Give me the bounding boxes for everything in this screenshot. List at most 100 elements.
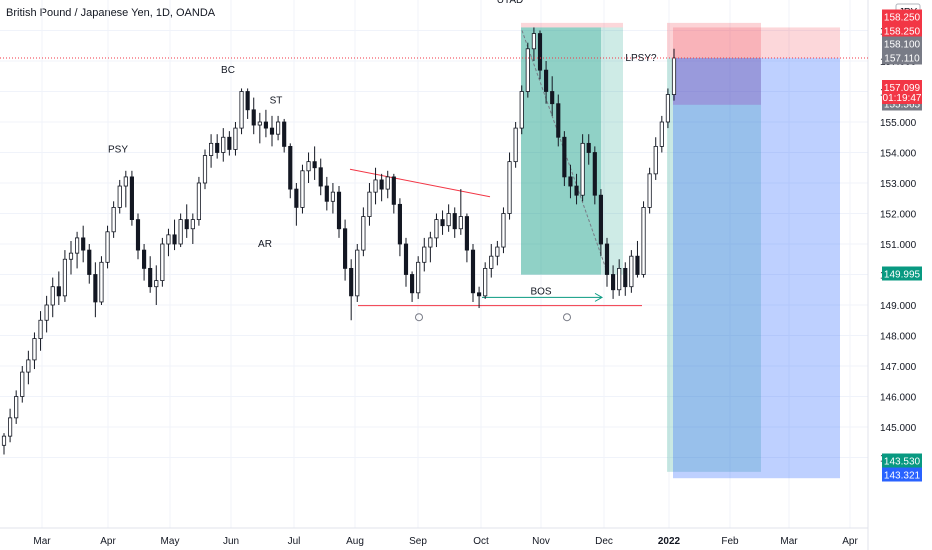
candle-body (312, 161, 317, 169)
annotations: PSY BC ST AR UTAD LPSY? BOS (108, 0, 657, 297)
candle-body (349, 267, 354, 297)
candle-body (135, 219, 141, 251)
candle-body (385, 176, 390, 190)
candle-body (251, 109, 256, 126)
candle-body (343, 228, 348, 269)
candle-body (525, 48, 530, 92)
candle-body (537, 33, 543, 71)
candle-body (154, 280, 159, 288)
grid (0, 0, 869, 550)
target-zone-left (667, 57, 761, 472)
candle-body (550, 91, 555, 105)
candle-body (44, 304, 49, 321)
candle-body (452, 213, 457, 230)
candle-body (129, 176, 134, 220)
current-price-label: 157.099 (884, 83, 921, 94)
candle-body (276, 121, 281, 135)
price-tag-label: 157.110 (884, 54, 920, 65)
annotation-label: BC (221, 65, 235, 76)
candle-body (166, 234, 171, 245)
annotation-label: LPSY? (625, 53, 657, 64)
candle-body (245, 91, 250, 111)
candle-body (562, 136, 567, 178)
candle-body (477, 292, 482, 297)
candle-body (617, 267, 622, 291)
y-tick-label: 147.000 (880, 362, 917, 373)
candle-body (367, 191, 372, 217)
candle-body (196, 182, 201, 220)
annotation-label: BOS (530, 286, 551, 297)
candle-body (227, 136, 232, 150)
candle-body (336, 191, 342, 230)
candle-body (671, 57, 677, 95)
price-tag (882, 23, 922, 38)
candle-body (300, 170, 305, 208)
candle-body (470, 249, 476, 294)
current-price-tag (882, 80, 922, 104)
x-tick-label: Jun (223, 536, 239, 547)
candle-body (93, 274, 98, 303)
y-tick-label: 146.000 (880, 393, 917, 404)
candle-body (263, 121, 268, 129)
drawings (349, 30, 642, 322)
x-tick-label: May (161, 536, 180, 547)
position-regions (521, 22, 840, 479)
candle-body (410, 274, 415, 294)
candle-body (142, 249, 147, 269)
price-tag-label: 158.250 (884, 27, 921, 38)
x-tick-label: Oct (473, 536, 489, 547)
candle-body (148, 267, 153, 288)
utad-dashed-line (521, 30, 609, 275)
candle-body (568, 176, 573, 187)
candle-body (160, 243, 165, 281)
x-tick-label: Sep (409, 536, 427, 547)
annotation-label: PSY (108, 145, 128, 156)
candle-body (604, 243, 610, 275)
candle-body (629, 255, 634, 288)
price-tag-label: 143.321 (884, 471, 921, 482)
candle-body (361, 216, 366, 251)
candle-body (428, 237, 433, 248)
utad-target-zone-ext (601, 27, 623, 275)
candle-body (233, 127, 238, 150)
x-tick-label: Jul (288, 536, 301, 547)
y-tick-label: 149.000 (880, 301, 917, 312)
annotation-label: AR (258, 239, 272, 250)
stop-zone-left (667, 22, 761, 58)
candle-body (99, 261, 104, 303)
candle-body (8, 417, 13, 437)
candle-body (403, 243, 409, 275)
candle-body (215, 142, 220, 153)
countdown-label: 01:19:47 (883, 93, 922, 104)
candle-body (647, 173, 652, 208)
price-tag (882, 50, 922, 65)
crosshair-marker (563, 313, 571, 322)
time-axis[interactable]: Mar Apr May Jun Jul Aug Sep Oct Nov Dec 2022 Feb Mar… (33, 536, 858, 547)
y-tick-label: 151.000 (880, 240, 917, 251)
candle-body (391, 176, 396, 205)
candle-body (56, 286, 61, 297)
price-tag-label: 155.565 (884, 100, 921, 111)
chart-title: British Pound / Japanese Yen, 1D, OANDA (6, 7, 216, 19)
price-tag-label: 143.530 (884, 457, 921, 468)
candle-body (68, 252, 74, 260)
y-tick-label: 154.000 (880, 149, 917, 160)
candle-body (434, 219, 439, 239)
candle-body (574, 185, 579, 196)
trendline-resistance (349, 168, 491, 198)
candle-body (38, 319, 43, 339)
candle-body (75, 237, 80, 254)
candle-body (495, 246, 500, 257)
candle-body (586, 142, 591, 153)
price-tag (882, 36, 922, 51)
candle-body (653, 145, 658, 175)
x-tick-label: 2022 (658, 536, 681, 547)
candle-body (117, 185, 122, 208)
candle-body (269, 127, 275, 135)
overlap-zone (673, 57, 761, 105)
candle-body (172, 234, 177, 245)
candle-body (20, 371, 25, 397)
candle-body (202, 155, 208, 184)
annotation-label: ST (270, 96, 283, 107)
